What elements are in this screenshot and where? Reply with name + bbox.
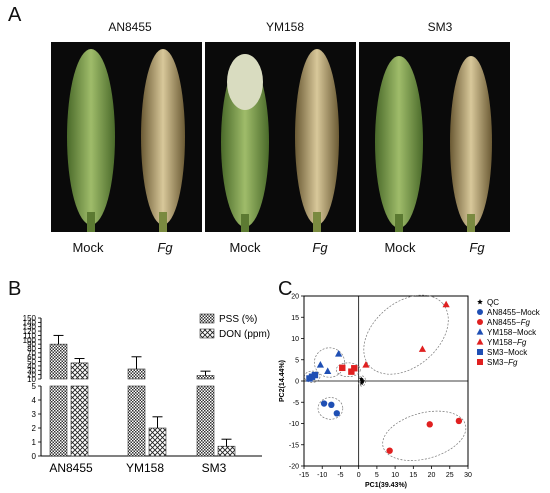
- wheat-spike-images-sm3: [359, 42, 510, 232]
- bar-PSS (%): [197, 376, 214, 379]
- data-point-AN8455−Fg: [427, 421, 433, 427]
- legend-marker: [477, 299, 483, 304]
- x-tick-label: YM158: [126, 461, 164, 475]
- legend-label: DON (ppm): [219, 329, 270, 340]
- data-point-YM158−Fg: [362, 361, 369, 368]
- legend-label: SM3−Fg: [487, 358, 518, 367]
- y-tick-label: -5: [293, 400, 299, 407]
- x-tick-label: 10: [391, 472, 399, 479]
- data-point-YM158−Fg: [419, 345, 426, 352]
- y-tick-label: -20: [289, 464, 299, 471]
- y-tick-label: 5: [295, 357, 299, 364]
- treatment-label-an8455-mock: Mock: [58, 240, 118, 255]
- y-tick-label-lower: 2: [32, 424, 37, 433]
- data-point-AN8455−Fg: [386, 448, 392, 454]
- y-tick-label-upper: 150: [23, 314, 37, 323]
- cultivar-label-ym158: YM158: [240, 20, 330, 34]
- bar-chart-pss-don: 1020304050607080901001101201301401500123…: [0, 290, 275, 493]
- legend-label: YM158−Mock: [487, 328, 537, 337]
- legend-label: AN8455−Fg: [487, 318, 530, 327]
- bar-DON (ppm): [218, 446, 235, 456]
- y-tick-label-lower: 3: [32, 410, 37, 419]
- y-tick-label: 15: [291, 315, 299, 322]
- cluster-ellipse-an8455-mock: [318, 398, 343, 420]
- bar-PSS (%): [50, 386, 67, 456]
- data-point-SM3−Fg: [351, 365, 357, 371]
- data-point-SM3−Fg: [339, 365, 345, 371]
- cultivar-label-sm3: SM3: [395, 20, 485, 34]
- bar-PSS (%): [128, 386, 145, 456]
- bar-DON (ppm): [71, 386, 88, 456]
- treatment-label-an8455-fg: Fg: [135, 240, 195, 255]
- treatment-label-sm3-fg: Fg: [447, 240, 507, 255]
- y-tick-label-lower: 0: [32, 452, 37, 461]
- y-tick-label-lower: 5: [32, 382, 37, 391]
- bar-PSS (%): [50, 344, 67, 379]
- x-tick-label: -10: [317, 472, 327, 479]
- legend-label: PSS (%): [219, 314, 257, 325]
- legend-marker: [477, 309, 483, 315]
- panel-a-letter: A: [8, 4, 21, 27]
- y-tick-label: -10: [289, 421, 299, 428]
- data-point-SM3−Mock: [312, 372, 318, 378]
- x-tick-label: -5: [337, 472, 343, 479]
- legend-marker: [477, 359, 483, 365]
- photo-ym158: [205, 42, 356, 232]
- data-point-AN8455−Mock: [321, 400, 327, 406]
- pca-score-plot: -15 -10 -5 0 5 10 15 20 25 30-20-15-10-505101520P…: [270, 290, 550, 493]
- x-tick-label: -15: [299, 472, 309, 479]
- x-tick-label: 25: [446, 472, 454, 479]
- x-tick-label: 15: [409, 472, 417, 479]
- legend-label: SM3−Mock: [487, 348, 528, 357]
- y-axis-label: PC2(14.44%): [279, 360, 286, 402]
- data-point-YM158−Fg: [443, 301, 450, 308]
- legend-swatch: [200, 314, 214, 323]
- data-point-AN8455−Mock: [334, 410, 340, 416]
- wheat-spike-images-an8455: [51, 42, 202, 232]
- legend-marker: [477, 319, 483, 325]
- x-tick-label: 20: [428, 472, 436, 479]
- x-tick-label: AN8455: [49, 461, 93, 475]
- data-point-YM158−Mock: [317, 361, 324, 368]
- legend-label: AN8455−Mock: [487, 308, 541, 317]
- legend-marker: [477, 349, 483, 355]
- legend-label: QC: [487, 298, 499, 307]
- data-point-YM158−Mock: [335, 350, 342, 357]
- x-tick-label: 30: [464, 472, 472, 479]
- legend-swatch: [200, 329, 214, 338]
- x-tick-label: SM3: [202, 461, 227, 475]
- treatment-label-ym158-mock: Mock: [215, 240, 275, 255]
- data-point-AN8455−Mock: [328, 402, 334, 408]
- bar-DON (ppm): [71, 363, 88, 379]
- y-tick-label: -15: [289, 442, 299, 449]
- treatment-label-sm3-mock: Mock: [370, 240, 430, 255]
- photo-an8455: [51, 42, 202, 232]
- y-tick-label-lower: 4: [32, 396, 37, 405]
- cluster-ellipse-an8455-fg: [377, 403, 471, 469]
- x-tick-label: 0: [357, 472, 361, 479]
- x-axis-label: PC1(39.43%): [365, 482, 407, 489]
- wheat-spike-images-ym158: [205, 42, 356, 232]
- y-tick-label: 10: [291, 336, 299, 343]
- legend-marker: [477, 328, 484, 334]
- treatment-label-ym158-fg: Fg: [290, 240, 350, 255]
- legend-label: YM158−Fg: [487, 338, 527, 347]
- y-tick-label: 20: [291, 294, 299, 301]
- bar-DON (ppm): [149, 428, 166, 456]
- bar-PSS (%): [197, 386, 214, 456]
- y-tick-label-lower: 1: [32, 438, 37, 447]
- data-point-AN8455−Fg: [456, 418, 462, 424]
- data-point-YM158−Mock: [324, 367, 331, 374]
- y-tick-label: 0: [295, 379, 299, 386]
- legend-marker: [477, 338, 484, 344]
- bar-PSS (%): [128, 369, 145, 379]
- x-tick-label: 5: [375, 472, 379, 479]
- cultivar-label-an8455: AN8455: [85, 20, 175, 34]
- photo-sm3: [359, 42, 510, 232]
